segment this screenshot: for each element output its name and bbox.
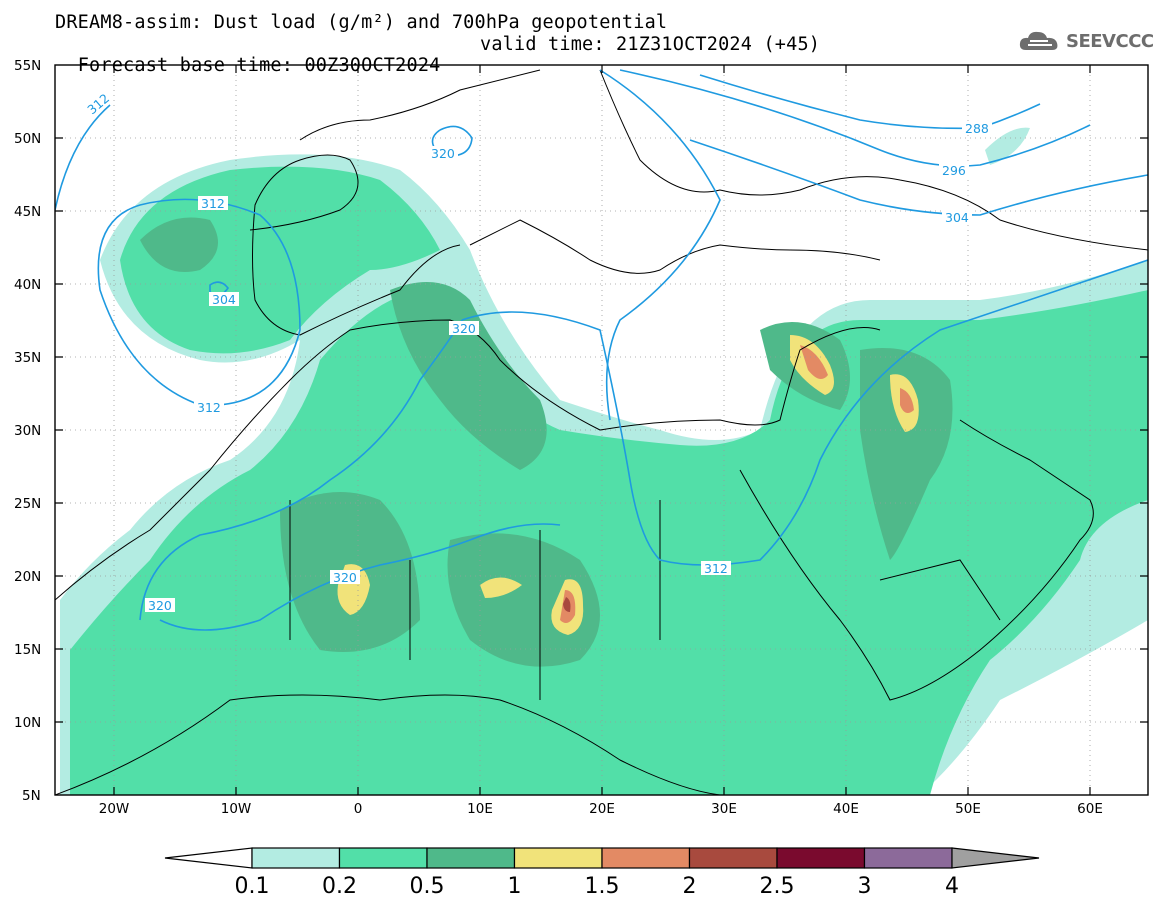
logo-text: SEEVCCC <box>1066 30 1154 52</box>
lon-label: 20W <box>99 801 130 817</box>
lon-label: 0 <box>354 801 363 817</box>
contour-labels: 312 312 304 312 320 320 320 320 312 288 … <box>84 90 992 613</box>
lat-label: 10N <box>14 715 41 731</box>
contour-label: 320 <box>148 598 172 613</box>
colorbar <box>164 847 1040 869</box>
dust-field-yellow-chad <box>480 577 522 598</box>
contour-label: 304 <box>945 210 969 225</box>
colorbar-label: 0.5 <box>410 874 445 899</box>
colorbar-label: 2.5 <box>760 874 795 899</box>
dust-fields <box>60 127 1148 795</box>
colorbar-over-arrow <box>951 847 1040 869</box>
lat-label: 5N <box>22 788 41 804</box>
contour-label: 320 <box>431 146 455 161</box>
colorbar-segment <box>601 847 691 869</box>
colorbar-labels: 0.1 0.2 0.5 1 1.5 2 2.5 3 4 <box>235 874 960 899</box>
colorbar-segment <box>513 847 603 869</box>
contour-label: 304 <box>212 292 236 307</box>
colorbar-label: 0.2 <box>322 874 357 899</box>
lon-label: 20E <box>589 801 615 817</box>
cloud-icon <box>1019 31 1058 50</box>
dust-field-dark-algeria <box>390 282 547 470</box>
longitude-labels: 20W 10W 0 10E 20E 30E 40E 50E 60E <box>99 801 1103 817</box>
dust-field-dark-biscay <box>140 217 218 272</box>
lat-label: 25N <box>14 496 41 512</box>
colorbar-label: 1 <box>508 874 522 899</box>
lat-label: 35N <box>14 350 41 366</box>
contour-label: 312 <box>704 561 728 576</box>
colorbar-label: 4 <box>945 874 959 899</box>
colorbar-under-arrow <box>164 847 253 869</box>
lat-label: 20N <box>14 569 41 585</box>
colorbar-label: 1.5 <box>585 874 620 899</box>
latitude-labels: 55N 50N 45N 40N 35N 30N 25N 20N 15N 10N … <box>14 58 41 804</box>
lat-label: 30N <box>14 423 41 439</box>
colorbar-label: 0.1 <box>235 874 270 899</box>
colorbar-segment <box>688 847 778 869</box>
dust-field-dark-chad <box>447 533 600 667</box>
lon-label: 10W <box>221 801 252 817</box>
lat-label: 45N <box>14 204 41 220</box>
dust-field-dark-iraq <box>860 348 953 560</box>
colorbar-segment <box>776 847 866 869</box>
lon-label: 50E <box>955 801 981 817</box>
contour-label: 288 <box>965 121 989 136</box>
dust-field-orange-iraq <box>900 388 914 414</box>
lat-label: 50N <box>14 131 41 147</box>
colorbar-segment <box>338 847 428 869</box>
dust-field-medium-iberia <box>120 166 440 354</box>
contour-label: 320 <box>333 570 357 585</box>
tick-marks <box>55 65 1148 795</box>
lon-label: 40E <box>833 801 859 817</box>
map-title: DREAM8-assim: Dust load (g/m²) and 700hP… <box>55 12 668 33</box>
lon-label: 10E <box>467 801 493 817</box>
lon-label: 60E <box>1077 801 1103 817</box>
lon-label: 30E <box>711 801 737 817</box>
dust-field-red-sudan <box>563 597 571 612</box>
coastlines <box>55 69 1148 795</box>
contour-label: 320 <box>452 321 476 336</box>
seevccc-logo: SEEVCCC <box>1018 26 1158 56</box>
contour-label: 312 <box>197 400 221 415</box>
dust-field-orange-syria <box>800 345 828 379</box>
contour-label: 312 <box>84 90 112 117</box>
valid-time-text: valid time: 21Z31OCT2024 (+45) <box>480 34 821 55</box>
colorbar-segment <box>251 847 341 869</box>
lat-label: 15N <box>14 642 41 658</box>
dust-field-light-ne <box>985 127 1030 165</box>
contour-label: 296 <box>942 163 966 178</box>
lat-label: 55N <box>14 58 41 74</box>
colorbar-segment <box>863 847 953 869</box>
lat-label: 40N <box>14 277 41 293</box>
colorbar-label: 3 <box>858 874 872 899</box>
contour-label: 312 <box>201 196 225 211</box>
colorbar-label: 2 <box>683 874 697 899</box>
colorbar-segment <box>426 847 516 869</box>
